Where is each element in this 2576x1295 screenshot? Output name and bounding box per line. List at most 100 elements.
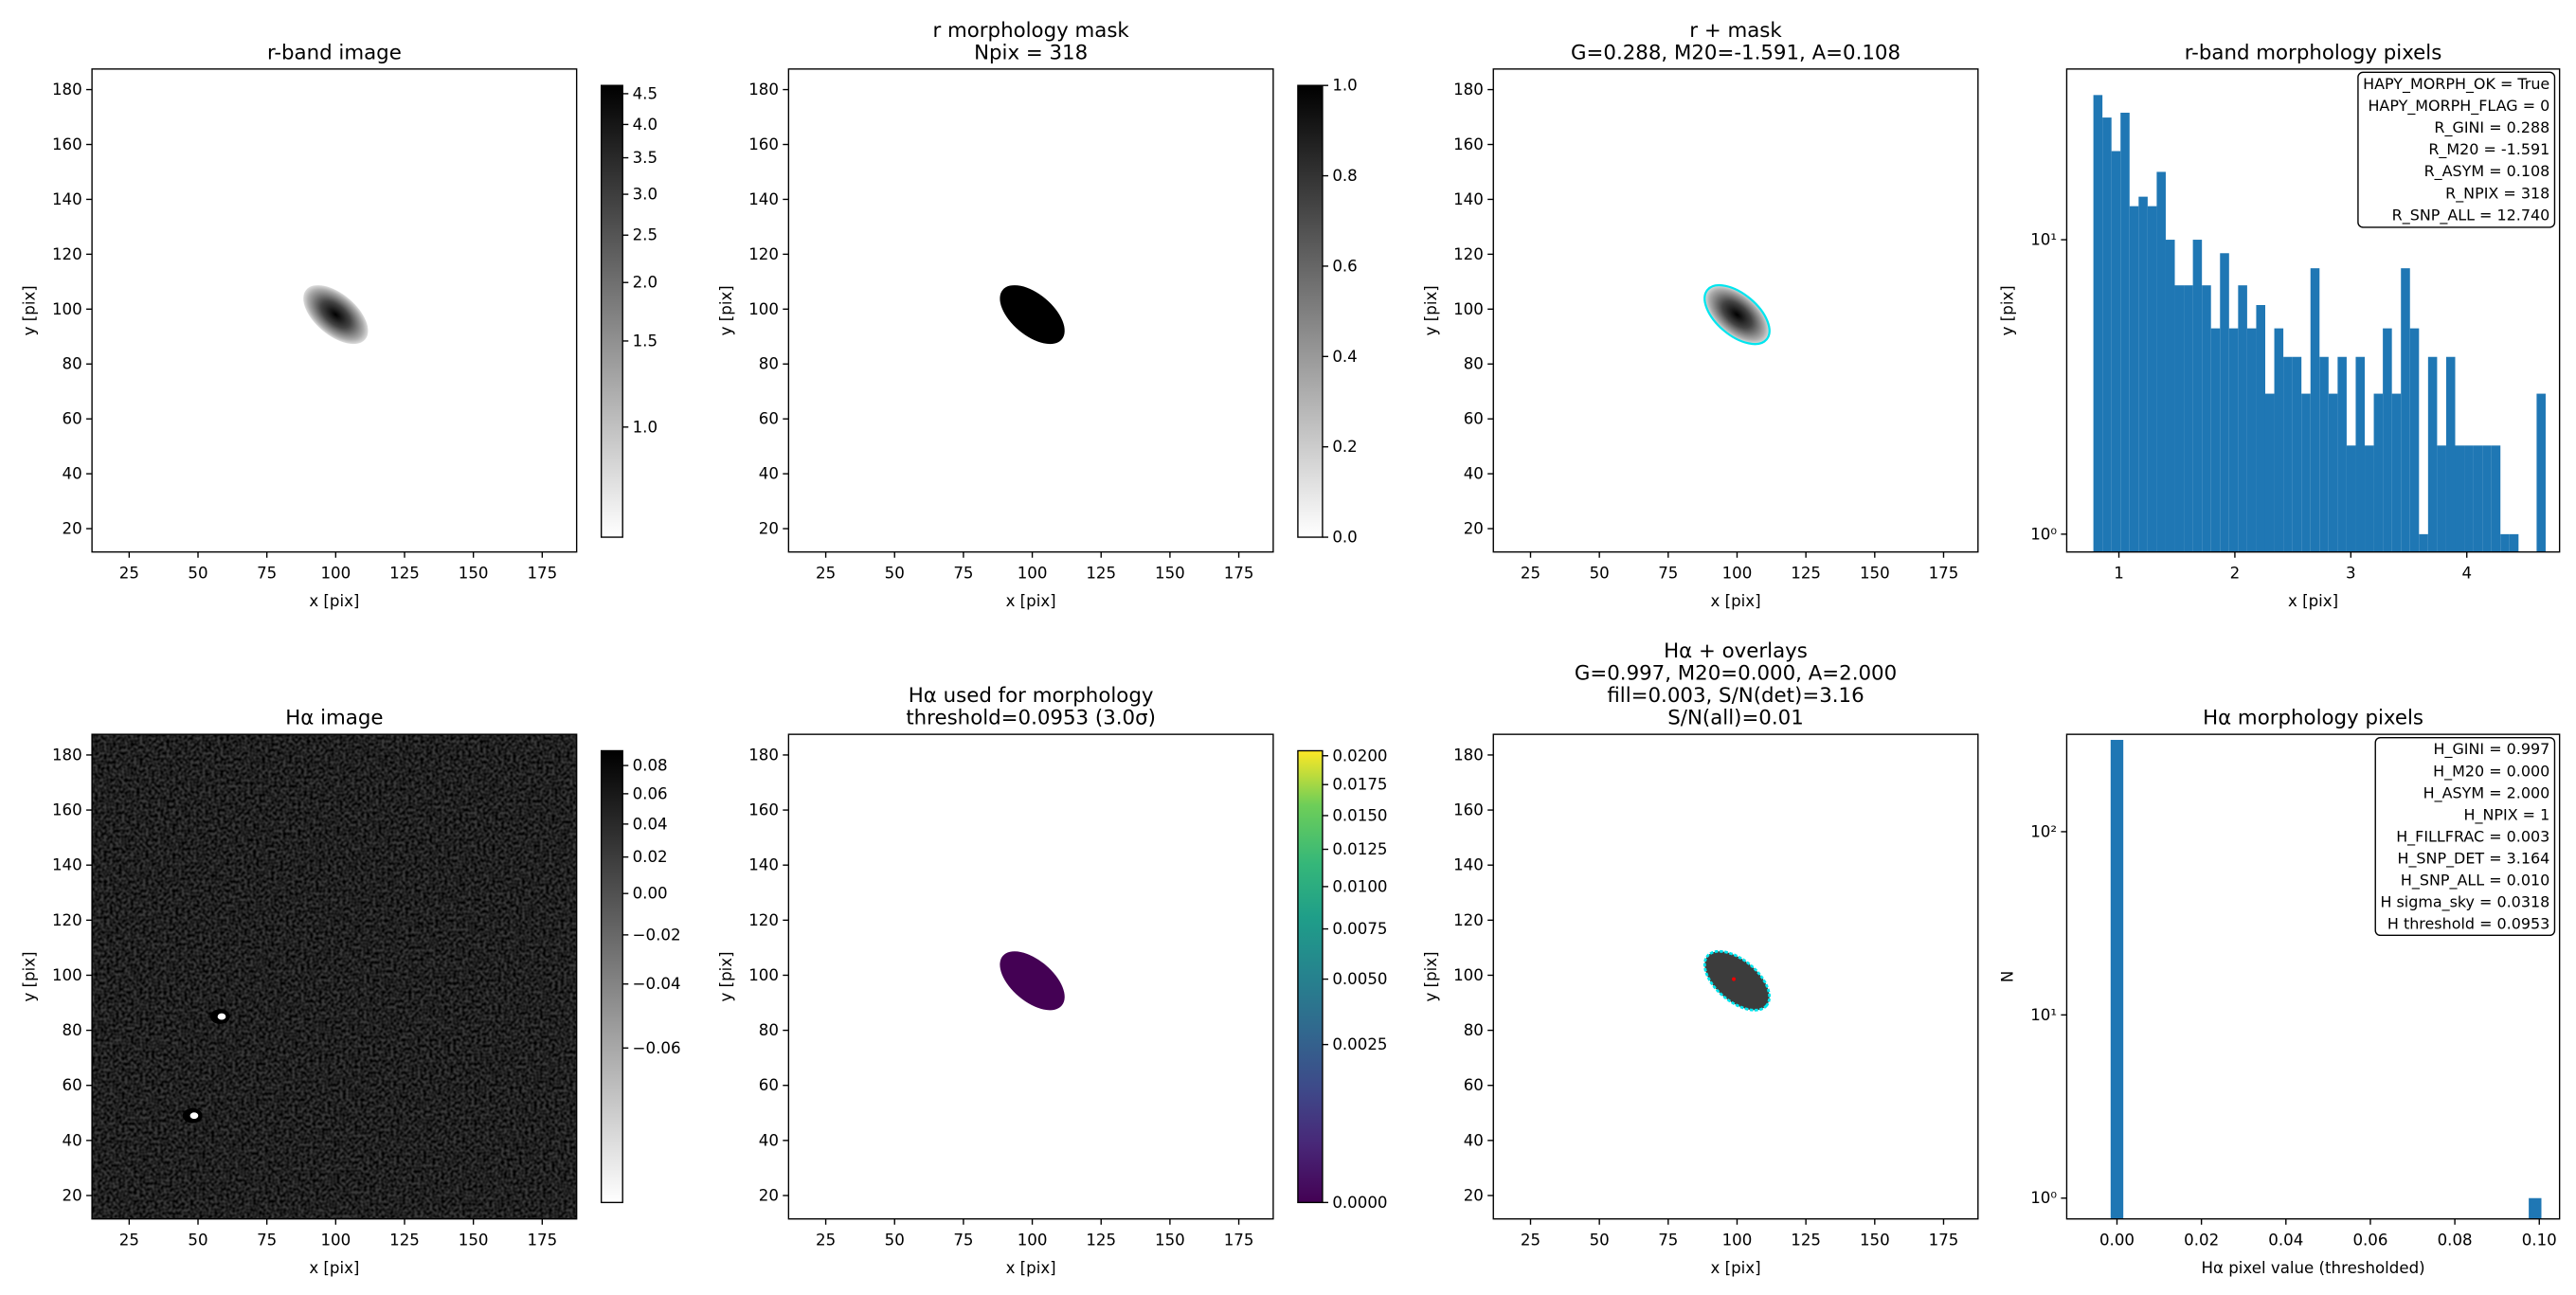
- y-axis-label: y [pix]: [21, 951, 39, 1001]
- x-tick-label: 175: [527, 565, 557, 583]
- colorbar-tick-label: 0.2: [1332, 438, 1357, 456]
- panel-title: fill=0.003, S/N(det)=3.16: [1607, 684, 1864, 708]
- bar: [2500, 533, 2510, 552]
- x-tick-label: 50: [885, 1232, 905, 1250]
- bar: [2536, 393, 2546, 552]
- bar: [2409, 328, 2420, 552]
- bar: [2464, 445, 2474, 552]
- bar: [2445, 356, 2456, 552]
- colorbar-tick-label: 0.00: [633, 885, 668, 903]
- bar: [2246, 328, 2257, 552]
- bar: [2292, 356, 2302, 552]
- mask-region: [1000, 285, 1065, 345]
- y-tick-label: 140: [748, 856, 779, 874]
- bar: [2319, 356, 2329, 552]
- axes-frame: [2065, 733, 2561, 1220]
- x-tick-label: 150: [459, 565, 489, 583]
- x-tick-label: 0.04: [2268, 1232, 2303, 1250]
- x-tick-label: 25: [816, 565, 836, 583]
- x-tick-label: 100: [320, 565, 351, 583]
- bar: [2346, 445, 2356, 552]
- plot-area: [1000, 285, 1065, 345]
- source-core: [217, 1013, 226, 1020]
- colorbar-frame: [1297, 749, 1324, 1204]
- y-tick-label: 20: [1464, 1186, 1484, 1204]
- bar: [2509, 533, 2519, 552]
- axes-frame: [91, 68, 578, 553]
- y-tick-label: 60: [63, 410, 82, 428]
- y-tick-label: 10²: [2030, 822, 2057, 840]
- bar: [2138, 196, 2148, 552]
- bar: [2355, 356, 2366, 552]
- y-axis-label: y [pix]: [717, 951, 735, 1001]
- bar: [2491, 445, 2501, 552]
- bar: [2373, 393, 2384, 552]
- panel-title: G=0.288, M20=-1.591, A=0.108: [1571, 41, 1900, 64]
- bar: [2202, 285, 2211, 552]
- x-tick-label: 75: [953, 565, 973, 583]
- colorbar-tick-label: 2.5: [633, 226, 658, 244]
- colorbar-tick-label: 0.8: [1332, 167, 1357, 185]
- y-axis-label: y [pix]: [21, 285, 39, 335]
- axes-frame: [1492, 733, 1979, 1220]
- bar: [2192, 240, 2203, 552]
- stats-line: H threshold = 0.0953: [2387, 915, 2549, 933]
- bar: [2264, 393, 2275, 552]
- colorbar-tick-label: −0.02: [633, 926, 681, 944]
- y-tick-label: 120: [52, 911, 82, 929]
- y-tick-label: 20: [63, 1186, 82, 1204]
- colorbar-tick-label: 0.06: [633, 784, 668, 802]
- stats-line: H_SNP_DET = 3.164: [2397, 850, 2549, 869]
- y-tick-label: 140: [1453, 856, 1484, 874]
- x-tick-label: 175: [1224, 1232, 1254, 1250]
- colorbar-tick-label: 3.0: [633, 186, 658, 204]
- galaxy: [303, 285, 369, 345]
- y-tick-label: 40: [759, 1131, 779, 1149]
- colorbar-tick-label: 0.0125: [1332, 840, 1387, 858]
- y-tick-label: 100: [1453, 966, 1484, 984]
- y-tick-label: 10⁰: [2030, 525, 2057, 543]
- bar: [2184, 285, 2193, 552]
- x-tick-label: 75: [257, 1232, 277, 1250]
- colorbar-tick-label: 1.0: [633, 418, 658, 436]
- x-tick-label: 25: [816, 1232, 836, 1250]
- y-tick-label: 100: [52, 966, 82, 984]
- colorbar-tick-label: 0.0050: [1332, 970, 1387, 988]
- x-tick-label: 50: [188, 565, 207, 583]
- y-tick-label: 120: [52, 245, 82, 263]
- ha-region: [1702, 949, 1772, 1012]
- x-axis-label: Hα pixel value (thresholded): [2201, 1259, 2424, 1277]
- bar: [2383, 328, 2392, 552]
- y-tick-label: 180: [52, 746, 82, 764]
- x-tick-label: 75: [1658, 1232, 1678, 1250]
- y-tick-label: 140: [52, 190, 82, 208]
- x-tick-label: 25: [119, 1232, 139, 1250]
- colorbar-tick-label: 0.0200: [1332, 746, 1387, 764]
- peak-pixel: [1731, 977, 1737, 981]
- x-axis-label: x [pix]: [2288, 592, 2338, 610]
- axes-frame: [787, 68, 1274, 553]
- colorbar-tick-label: 4.0: [633, 116, 658, 134]
- y-axis-label: y [pix]: [1422, 285, 1440, 335]
- bar: [2473, 445, 2483, 552]
- y-axis-label: N: [1999, 971, 2017, 982]
- stats-line: R_M20 = -1.591: [2428, 140, 2549, 159]
- y-tick-label: 160: [1453, 801, 1484, 819]
- stats-line: H_GINI = 0.997: [2434, 740, 2550, 759]
- bar: [2102, 117, 2112, 552]
- bar: [2120, 112, 2130, 552]
- panel-title: Npix = 318: [974, 41, 1088, 64]
- colorbar-tick-label: 3.5: [633, 149, 658, 167]
- stats-line: H_SNP_ALL = 0.010: [2401, 872, 2549, 890]
- colorbar-tick-label: 0.0150: [1332, 806, 1387, 824]
- x-axis-label: x [pix]: [1006, 1259, 1056, 1277]
- y-tick-label: 40: [63, 465, 82, 483]
- colorbar: [601, 750, 623, 1203]
- colorbar-tick-label: 1.0: [1332, 77, 1357, 95]
- x-tick-label: 125: [1791, 1232, 1821, 1250]
- y-tick-label: 180: [748, 746, 779, 764]
- y-tick-label: 140: [1453, 190, 1484, 208]
- y-tick-label: 100: [52, 300, 82, 318]
- y-tick-label: 60: [759, 1076, 779, 1094]
- bar: [2111, 151, 2121, 552]
